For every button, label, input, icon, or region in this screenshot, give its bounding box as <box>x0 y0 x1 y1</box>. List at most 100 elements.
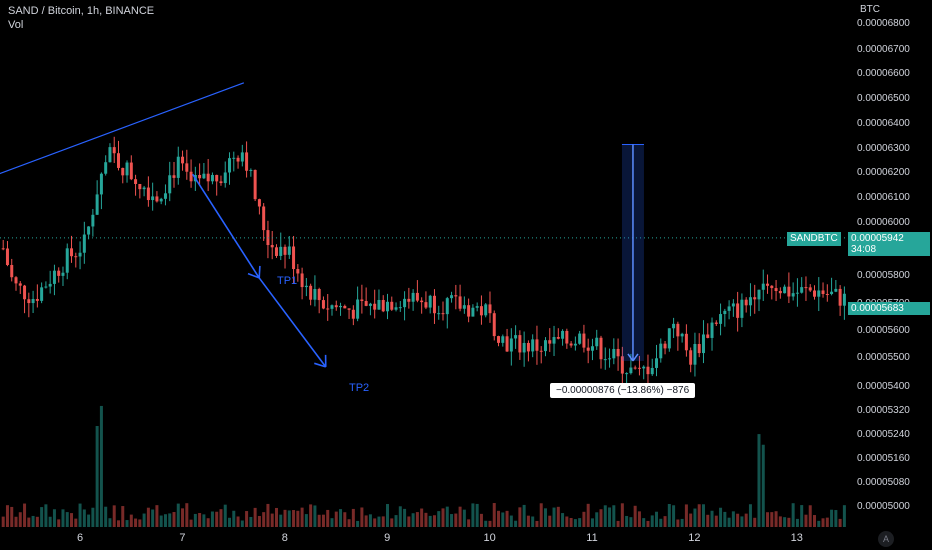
candle <box>522 331 526 367</box>
volume-bar <box>112 505 116 527</box>
candle <box>710 317 714 351</box>
volume-bar <box>398 506 402 527</box>
candle-body <box>326 308 330 310</box>
time-tick-label: 11 <box>586 532 598 544</box>
candle <box>539 346 543 364</box>
candle-body <box>104 162 108 174</box>
volume-bar <box>249 516 253 527</box>
candle <box>475 302 479 312</box>
candle <box>65 243 69 280</box>
candle <box>398 301 402 312</box>
candle-body <box>232 157 236 159</box>
candle-body <box>825 293 829 295</box>
volume-bar <box>603 505 607 527</box>
candle-body <box>578 333 582 344</box>
price-tick-label: 0.00005240 <box>857 429 910 440</box>
volume-bar <box>151 509 155 527</box>
candle-body <box>736 303 740 318</box>
volume-bar <box>381 516 385 527</box>
volume-bar <box>91 507 95 527</box>
candle-body <box>364 301 368 306</box>
candle <box>842 286 846 320</box>
axis-unit: BTC <box>860 4 880 15</box>
candle-body <box>309 285 313 300</box>
volume-bar <box>620 503 624 527</box>
volume-bar <box>454 513 458 527</box>
candle <box>462 296 466 314</box>
candle <box>620 346 624 389</box>
candle-body <box>138 183 142 190</box>
candle-body <box>356 299 360 319</box>
volume-bar <box>99 405 103 527</box>
candle <box>817 277 821 312</box>
volume-bar <box>228 517 232 527</box>
candle-body <box>31 298 35 304</box>
candle-body <box>330 305 334 309</box>
volume-bar <box>514 520 518 527</box>
candle <box>813 285 816 300</box>
candle <box>599 335 603 369</box>
volume-bar <box>663 516 667 527</box>
candle <box>304 277 308 297</box>
price-tick-label: 0.00005160 <box>857 453 910 464</box>
volume-bar <box>347 519 351 527</box>
volume-bar <box>731 511 735 527</box>
candle <box>339 302 343 316</box>
candle-body <box>552 337 556 344</box>
candle-body <box>475 306 479 308</box>
volume-bar <box>14 516 18 527</box>
candle-body <box>603 359 607 361</box>
volume-bar <box>689 513 693 527</box>
volume-bar <box>87 514 91 527</box>
candle-body <box>317 288 321 301</box>
candle-body <box>655 358 659 368</box>
volume-bar <box>432 515 436 527</box>
candle <box>761 269 765 301</box>
volume-bar <box>693 508 697 527</box>
candle-body <box>108 147 112 163</box>
candle-body <box>5 248 9 266</box>
candle <box>40 282 44 304</box>
volume-bar <box>800 505 804 527</box>
candle-body <box>304 285 308 288</box>
candle <box>104 155 108 176</box>
candle-body <box>87 226 91 235</box>
candle-body <box>10 265 14 278</box>
candle-body <box>595 337 599 347</box>
price-tick-label: 0.00005400 <box>857 381 910 392</box>
volume-bar <box>155 505 159 527</box>
candle-body <box>394 307 398 310</box>
volume-bar <box>761 444 765 527</box>
volume-bar <box>475 503 479 527</box>
candle <box>445 296 449 329</box>
tp-arrow <box>258 277 327 368</box>
candle-body <box>373 303 377 310</box>
candle-body <box>471 307 475 317</box>
candle <box>146 176 150 207</box>
volume-bar <box>296 510 300 527</box>
volume-bar <box>125 520 129 527</box>
candle <box>808 284 812 292</box>
candle-body <box>526 342 530 352</box>
volume-bar <box>646 520 650 527</box>
volume-bar <box>740 516 744 527</box>
candle-body <box>202 173 206 179</box>
candle <box>91 208 95 237</box>
candle-body <box>467 305 471 317</box>
candle <box>825 284 829 302</box>
candle <box>10 258 14 282</box>
candle <box>411 289 415 311</box>
drawings[interactable] <box>0 82 644 368</box>
volume-bar <box>168 513 172 527</box>
candle-body <box>778 290 782 294</box>
candle <box>1 239 5 251</box>
auto-scale-button[interactable]: A <box>878 531 894 547</box>
candle <box>206 159 210 192</box>
candle <box>770 285 774 300</box>
candle-body <box>219 181 223 184</box>
candle <box>428 294 432 314</box>
volume-bar <box>825 517 829 527</box>
candle-body <box>505 336 509 352</box>
measure-range <box>621 144 644 362</box>
